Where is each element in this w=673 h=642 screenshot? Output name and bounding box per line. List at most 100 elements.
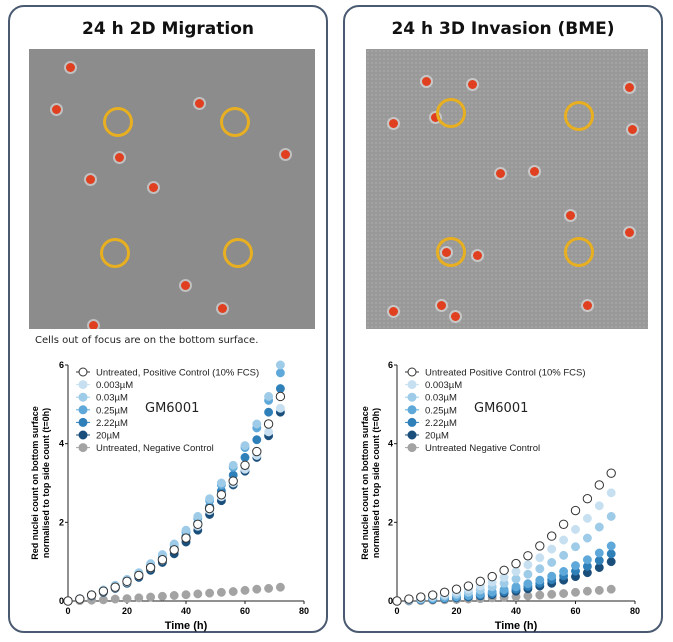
legend-label: 0.03µM [96, 393, 128, 404]
data-point [523, 551, 533, 561]
data-point [122, 576, 132, 587]
data-point [582, 513, 592, 523]
legend-label: 2.22µM [425, 418, 457, 429]
data-point [228, 587, 238, 597]
highlight-ring [102, 106, 133, 137]
data-point [157, 591, 167, 601]
chart-annotation: GM6001 [145, 401, 199, 416]
cell-nucleus [217, 303, 227, 313]
cell-nucleus [89, 320, 99, 329]
y-tick-label: 4 [388, 439, 393, 449]
data-point [204, 503, 215, 514]
data-point [511, 567, 521, 576]
data-point [571, 542, 580, 552]
data-point [181, 590, 191, 600]
data-point [535, 575, 545, 585]
data-point [181, 525, 191, 535]
x-tick-label: 40 [511, 606, 521, 616]
data-point [511, 574, 521, 584]
data-point [487, 571, 497, 582]
data-point [169, 545, 179, 555]
data-point [240, 460, 250, 470]
data-point [122, 594, 132, 604]
y-tick-label: 0 [388, 596, 393, 606]
legend-marker [78, 405, 88, 415]
data-point [240, 585, 250, 595]
cell-nucleus [430, 113, 440, 123]
data-point [216, 478, 226, 488]
microscopy-image-3d [366, 49, 648, 329]
cell-nucleus [583, 301, 593, 310]
data-point [570, 505, 581, 516]
x-tick-label: 80 [299, 606, 309, 616]
panel-2d-migration: 24 h 2D Migration Cells out of focus are… [8, 5, 328, 633]
data-point [275, 360, 285, 370]
data-point [416, 592, 426, 602]
data-point [535, 564, 545, 574]
legend-marker [407, 367, 417, 377]
data-point [145, 562, 156, 573]
y-tick-label: 4 [59, 439, 64, 449]
legend-marker [407, 392, 417, 402]
legend-label: Untreated, Negative Control [96, 443, 214, 454]
legend-label: 20µM [425, 431, 449, 442]
data-point [169, 591, 179, 600]
cell-nucleus [436, 301, 446, 310]
y-tick-label: 6 [388, 360, 393, 370]
data-point [523, 560, 533, 570]
legend-marker [407, 443, 417, 453]
legend-label: 2.22µM [96, 418, 128, 429]
y-axis-label: Red nuclei count on bottom surface [30, 406, 40, 560]
data-point [98, 586, 109, 596]
data-point [98, 595, 108, 605]
cell-nucleus [625, 228, 635, 238]
data-point [606, 541, 616, 551]
highlight-ring [222, 238, 253, 269]
data-point [594, 501, 604, 511]
data-point [547, 531, 557, 541]
highlight-ring [563, 237, 594, 267]
data-point [146, 592, 156, 602]
data-point [264, 427, 274, 437]
legend-label: 20µM [96, 431, 120, 442]
data-point [571, 561, 580, 571]
x-tick-label: 20 [451, 606, 461, 616]
data-point [594, 480, 604, 490]
cell-nucleus [86, 175, 96, 184]
data-point [181, 533, 191, 543]
data-point [240, 441, 250, 451]
data-point [193, 519, 203, 529]
legend-marker [407, 430, 417, 440]
data-point [463, 581, 474, 591]
data-point [511, 558, 521, 569]
data-point [263, 419, 274, 429]
data-point [193, 589, 203, 599]
data-point [606, 468, 616, 478]
highlight-ring [435, 237, 466, 267]
x-axis-label: Time (h) [165, 620, 208, 632]
data-point [275, 384, 285, 394]
microscopy-image-2d [29, 49, 315, 329]
data-point [205, 494, 215, 504]
cell-nucleus [388, 119, 398, 128]
data-point [216, 490, 227, 500]
data-point [193, 511, 203, 521]
data-point [535, 590, 545, 600]
data-point [228, 460, 238, 470]
data-point [582, 586, 592, 596]
panel-title: 24 h 2D Migration [82, 19, 254, 39]
legend-label: 0.003µM [425, 380, 462, 391]
data-point [559, 535, 569, 545]
legend-label: 0.003µM [96, 380, 133, 391]
legend-marker [407, 417, 417, 427]
cell-nucleus [422, 77, 432, 86]
data-point [547, 558, 557, 567]
data-point [547, 571, 557, 581]
data-point [205, 588, 215, 598]
data-point [606, 584, 616, 594]
cell-nucleus [66, 63, 76, 72]
y-tick-label: 2 [388, 517, 393, 527]
data-point [110, 594, 120, 604]
cell-nucleus [149, 183, 159, 193]
